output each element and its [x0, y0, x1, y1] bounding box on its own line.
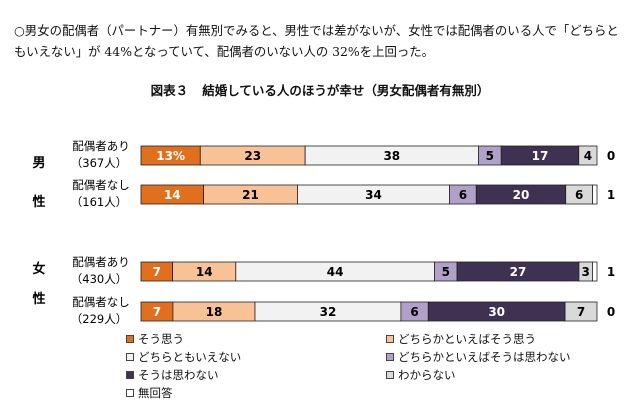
group-label-char: 性	[32, 194, 45, 210]
segment-value-label: 6	[575, 188, 583, 202]
figure-title-text: 結婚している人のほうが幸せ（男女配偶者有無別）	[202, 83, 490, 98]
no-answer-value-label: 0	[607, 149, 615, 163]
legend-item: 無回答	[126, 385, 173, 401]
segment-value-label: 27	[510, 265, 527, 279]
no-answer-value-label: 0	[607, 305, 615, 319]
legend-label: どちらかといえばそう思う	[398, 332, 536, 346]
legend-item: どちらかといえばそう思う	[386, 331, 536, 347]
segment-value-label: 7	[153, 305, 161, 319]
legend-item: そうは思わない	[126, 367, 219, 383]
legend-swatch	[126, 335, 134, 343]
row-label: 配偶者なし	[72, 178, 130, 192]
row-label: 配偶者あり	[72, 139, 130, 153]
bar-segment	[564, 301, 598, 322]
figure-title: 図表３ 結婚している人のほうが幸せ（男女配偶者有無別）	[0, 80, 640, 99]
legend-swatch	[126, 353, 134, 361]
segment-value-label: 13%	[156, 149, 185, 163]
segment-value-label: 38	[383, 149, 400, 163]
legend-label: どちらかといえばそうは思わない	[398, 350, 571, 364]
legend-swatch	[126, 389, 134, 397]
segment-value-label: 14	[196, 265, 213, 279]
row-count-label: （229人）	[71, 312, 127, 326]
segment-value-label: 23	[244, 149, 261, 163]
segment-value-label: 6	[410, 305, 418, 319]
segment-value-label: 44	[327, 265, 344, 279]
segment-value-label: 3	[582, 265, 590, 279]
segment-value-label: 7	[153, 265, 161, 279]
segment-value-label: 6	[459, 188, 467, 202]
legend-item: わからない	[386, 367, 456, 383]
row-count-label: （161人）	[71, 195, 127, 209]
no-answer-value-label: 1	[607, 265, 615, 279]
segment-value-label: 20	[513, 188, 530, 202]
no-answer-value-label: 1	[607, 188, 615, 202]
legend-label: どちらともいえない	[138, 350, 242, 364]
bar-segment	[592, 261, 598, 282]
segment-value-label: 18	[206, 305, 223, 319]
group-label-char: 女	[32, 261, 45, 277]
segment-value-label: 7	[577, 305, 585, 319]
figure-number: 図表３	[150, 83, 189, 98]
legend-label: わからない	[398, 368, 456, 382]
row-count-label: （430人）	[71, 272, 127, 286]
bar-segment	[592, 184, 598, 205]
bar-segment	[578, 145, 598, 166]
row-count-label: （367人）	[71, 156, 127, 170]
segment-value-label: 30	[488, 305, 505, 319]
segment-value-label: 5	[442, 265, 450, 279]
legend-item: どちらかといえばそうは思わない	[386, 349, 571, 365]
legend-item: そう思う	[126, 331, 184, 347]
segment-value-label: 32	[320, 305, 337, 319]
group-label-char: 男	[32, 156, 45, 171]
segment-value-label: 4	[584, 149, 592, 163]
legend-swatch	[386, 353, 394, 361]
segment-value-label: 34	[365, 188, 382, 202]
legend-label: そう思う	[138, 332, 184, 346]
legend-item: どちらともいえない	[126, 349, 241, 365]
row-label: 配偶者あり	[72, 255, 130, 269]
legend-swatch	[126, 371, 134, 379]
legend-swatch	[386, 335, 394, 343]
legend-swatch	[386, 371, 394, 379]
legend-label: 無回答	[138, 386, 173, 400]
segment-value-label: 14	[164, 188, 181, 202]
segment-value-label: 21	[242, 188, 259, 202]
segment-value-label: 17	[532, 149, 549, 163]
group-label-char: 性	[32, 291, 45, 307]
legend-label: そうは思わない	[138, 368, 219, 382]
row-label: 配偶者なし	[72, 295, 130, 309]
segment-value-label: 5	[486, 149, 494, 163]
intro-paragraph: ○男女の配偶者（パートナー）有無別でみると、男性では差がないが、女性では配偶者の…	[14, 23, 619, 59]
